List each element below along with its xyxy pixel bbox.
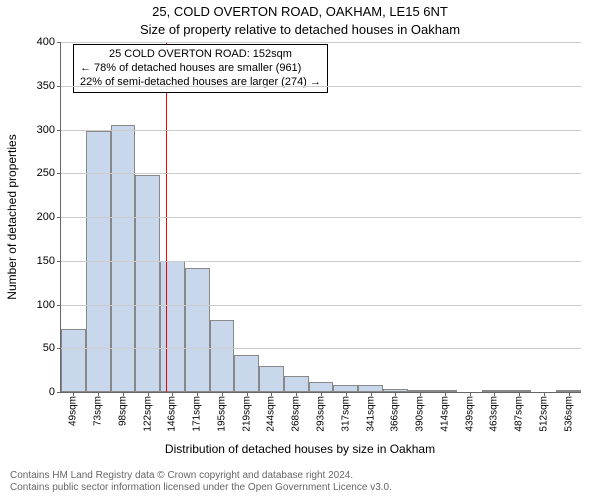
xtick-label: 414sqm xyxy=(439,396,450,432)
ytick-mark xyxy=(57,348,61,349)
xtick-label: 73sqm xyxy=(93,396,104,426)
histogram-bar xyxy=(259,366,284,392)
chart-container: 25, COLD OVERTON ROAD, OAKHAM, LE15 6NT … xyxy=(0,0,600,500)
ytick-mark xyxy=(57,86,61,87)
xtick-label: 146sqm xyxy=(167,396,178,432)
xtick-label: 195sqm xyxy=(216,396,227,432)
y-axis-label: Number of detached properties xyxy=(5,134,19,299)
histogram-bar xyxy=(185,268,210,392)
xtick-label: 317sqm xyxy=(340,396,351,432)
annotation-line: 22% of semi-detached houses are larger (… xyxy=(80,76,321,90)
ytick-label: 350 xyxy=(37,80,55,92)
histogram-bar xyxy=(111,125,136,392)
histogram-bar xyxy=(210,320,235,392)
xtick-label: 268sqm xyxy=(291,396,302,432)
ytick-label: 0 xyxy=(49,386,55,398)
ytick-mark xyxy=(57,42,61,43)
ytick-label: 150 xyxy=(37,255,55,267)
histogram-bar xyxy=(234,355,259,392)
ytick-mark xyxy=(57,130,61,131)
gridline-h xyxy=(61,42,581,43)
xtick-label: 512sqm xyxy=(538,396,549,432)
histogram-bar xyxy=(61,329,86,392)
gridline-h xyxy=(61,173,581,174)
xtick-label: 171sqm xyxy=(192,396,203,432)
ytick-mark xyxy=(57,305,61,306)
xtick-label: 122sqm xyxy=(142,396,153,432)
ytick-mark xyxy=(57,173,61,174)
gridline-h xyxy=(61,305,581,306)
ytick-label: 300 xyxy=(37,124,55,136)
xtick-label: 244sqm xyxy=(266,396,277,432)
ytick-label: 100 xyxy=(37,299,55,311)
gridline-h xyxy=(61,130,581,131)
histogram-bar xyxy=(135,175,160,392)
xtick-label: 536sqm xyxy=(563,396,574,432)
xtick-label: 341sqm xyxy=(365,396,376,432)
gridline-h xyxy=(61,261,581,262)
xtick-label: 487sqm xyxy=(514,396,525,432)
ytick-label: 200 xyxy=(37,211,55,223)
annotation-line: ← 78% of detached houses are smaller (96… xyxy=(80,62,321,76)
footer-line2: Contains public sector information licen… xyxy=(10,482,392,494)
histogram-bar xyxy=(160,261,185,392)
ytick-mark xyxy=(57,261,61,262)
xtick-label: 49sqm xyxy=(68,396,79,426)
plot-area: 25 COLD OVERTON ROAD: 152sqm← 78% of det… xyxy=(60,42,581,393)
ytick-label: 250 xyxy=(37,167,55,179)
ytick-mark xyxy=(57,217,61,218)
xtick-label: 98sqm xyxy=(117,396,128,426)
xtick-label: 293sqm xyxy=(316,396,327,432)
chart-title-desc: Size of property relative to detached ho… xyxy=(0,22,600,37)
histogram-bar xyxy=(309,382,334,393)
histogram-bar xyxy=(333,385,358,392)
xtick-label: 463sqm xyxy=(489,396,500,432)
annotation-line: 25 COLD OVERTON ROAD: 152sqm xyxy=(80,48,321,62)
xtick-label: 439sqm xyxy=(464,396,475,432)
ytick-label: 50 xyxy=(43,342,55,354)
gridline-h xyxy=(61,217,581,218)
x-axis-label: Distribution of detached houses by size … xyxy=(0,442,600,456)
xtick-label: 366sqm xyxy=(390,396,401,432)
gridline-h xyxy=(61,348,581,349)
chart-title-address: 25, COLD OVERTON ROAD, OAKHAM, LE15 6NT xyxy=(0,4,600,19)
histogram-bar xyxy=(284,376,309,392)
footer-line1: Contains HM Land Registry data © Crown c… xyxy=(10,470,392,482)
histogram-bar xyxy=(358,385,383,392)
xtick-label: 390sqm xyxy=(415,396,426,432)
ytick-mark xyxy=(57,392,61,393)
gridline-h xyxy=(61,86,581,87)
ytick-label: 400 xyxy=(37,36,55,48)
xtick-label: 219sqm xyxy=(241,396,252,432)
footer-attribution: Contains HM Land Registry data © Crown c… xyxy=(10,470,392,494)
